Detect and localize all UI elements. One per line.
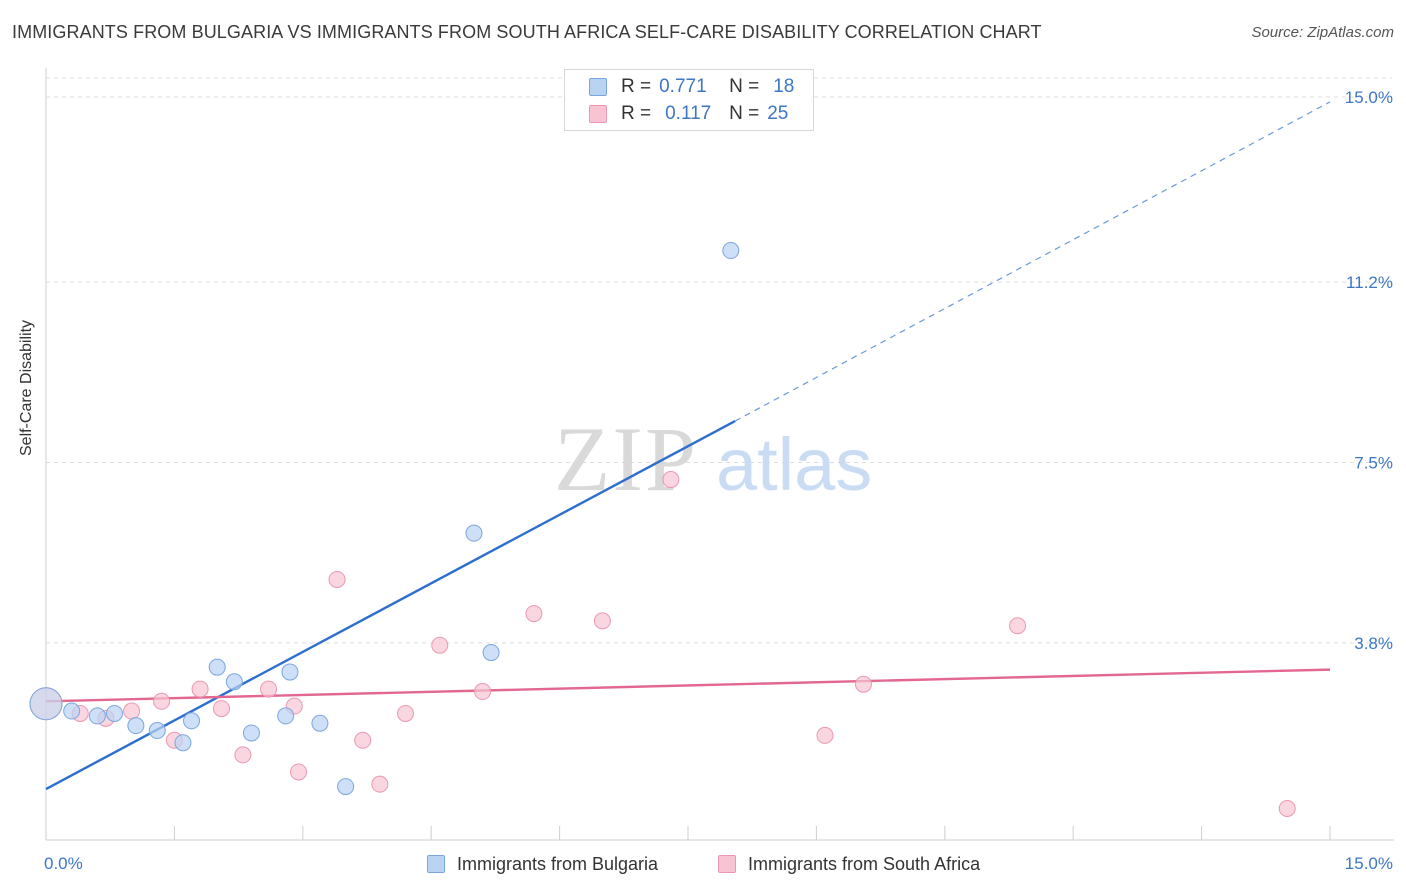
south-africa-point: [474, 683, 492, 701]
watermark: ZIP atlas: [554, 408, 872, 510]
bulgaria-point: [722, 242, 740, 260]
bulgaria-point: [465, 524, 483, 542]
south-africa-point: [260, 680, 278, 698]
bulgaria-point: [277, 707, 295, 725]
legend-item-south-africa[interactable]: Immigrants from South Africa: [718, 852, 980, 876]
bulgaria-point: [225, 673, 243, 691]
bulgaria-r-value: 0.771: [659, 76, 707, 97]
bulgaria-legend-swatch: [427, 855, 445, 873]
bulgaria-r-label: R =: [621, 76, 652, 97]
bulgaria-point: [337, 778, 355, 796]
south-africa-point: [153, 692, 171, 710]
chart-title: IMMIGRANTS FROM BULGARIA VS IMMIGRANTS F…: [12, 22, 1042, 42]
grid-lines: [46, 77, 1392, 644]
south-africa-point: [123, 702, 141, 720]
south-africa-trendline: [45, 668, 1331, 703]
data-points: [29, 242, 1296, 818]
south-africa-point: [593, 612, 611, 630]
south-africa-point: [191, 680, 209, 698]
correlation-legend: R = 0.771 N = 18 R = 0.117 N = 25: [564, 69, 814, 131]
bulgaria-trendline: [45, 420, 736, 791]
bulgaria-point: [311, 714, 329, 732]
bulgaria-point: [63, 702, 81, 720]
south-africa-point: [431, 636, 449, 654]
bulgaria-point: [105, 704, 123, 722]
x-tick-label: 0.0%: [44, 854, 83, 873]
south-africa-point: [354, 731, 372, 749]
source-label: Source: ZipAtlas.com: [1251, 24, 1394, 41]
legend-row-bulgaria: R = 0.771 N = 18: [589, 75, 794, 99]
south-africa-point: [371, 775, 389, 793]
bulgaria-n-value: 18: [773, 76, 795, 97]
bulgaria-point: [174, 734, 192, 752]
legend-row-south-africa: R = 0.117 N = 25: [589, 102, 788, 126]
bulgaria-point: [242, 724, 260, 742]
bulgaria-point: [88, 707, 106, 725]
south-africa-n-label: N =: [729, 103, 760, 124]
south-africa-point: [816, 726, 834, 744]
south-africa-point: [290, 763, 308, 781]
x-tick-label: 15.0%: [1345, 854, 1393, 873]
bulgaria-point: [127, 717, 145, 735]
south-africa-legend-label: Immigrants from South Africa: [748, 853, 981, 874]
south-africa-point: [328, 570, 346, 588]
south-africa-point: [234, 746, 252, 764]
y-tick-label: 15.0%: [1345, 88, 1393, 107]
south-africa-n-value: 25: [767, 103, 789, 124]
y-tick-label: 11.2%: [1346, 273, 1393, 292]
bulgaria-point: [148, 722, 166, 740]
south-africa-point: [1278, 800, 1296, 818]
south-africa-point: [397, 704, 415, 722]
watermark-atlas: atlas: [716, 423, 872, 506]
bulgaria-point: [29, 687, 63, 721]
bulgaria-n-label: N =: [729, 76, 760, 97]
bulgaria-swatch: [589, 78, 607, 96]
south-africa-point: [525, 605, 543, 623]
bulgaria-point: [281, 663, 299, 681]
bulgaria-point: [208, 658, 226, 676]
tick-labels: 3.8% 7.5% 11.2% 15.0% 0.0% 15.0%: [44, 88, 1393, 873]
y-axis-title: Self-Care Disability: [18, 319, 35, 456]
south-africa-point: [662, 471, 680, 489]
y-tick-label: 3.8%: [1354, 634, 1393, 653]
watermark-zip: ZIP: [554, 408, 698, 510]
bulgaria-point: [183, 712, 201, 730]
south-africa-r-label: R =: [621, 103, 652, 124]
bulgaria-trendline-extension: [734, 101, 1331, 422]
south-africa-point: [212, 700, 230, 718]
bulgaria-legend-label: Immigrants from Bulgaria: [457, 853, 659, 874]
legend-item-bulgaria[interactable]: Immigrants from Bulgaria: [427, 852, 658, 876]
south-africa-swatch: [589, 105, 607, 123]
south-africa-r-value: 0.117: [665, 103, 712, 124]
south-africa-legend-swatch: [718, 855, 736, 873]
south-africa-point: [1009, 617, 1027, 635]
y-tick-label: 7.5%: [1354, 454, 1393, 473]
bulgaria-point: [482, 644, 500, 662]
south-africa-point: [854, 675, 872, 693]
